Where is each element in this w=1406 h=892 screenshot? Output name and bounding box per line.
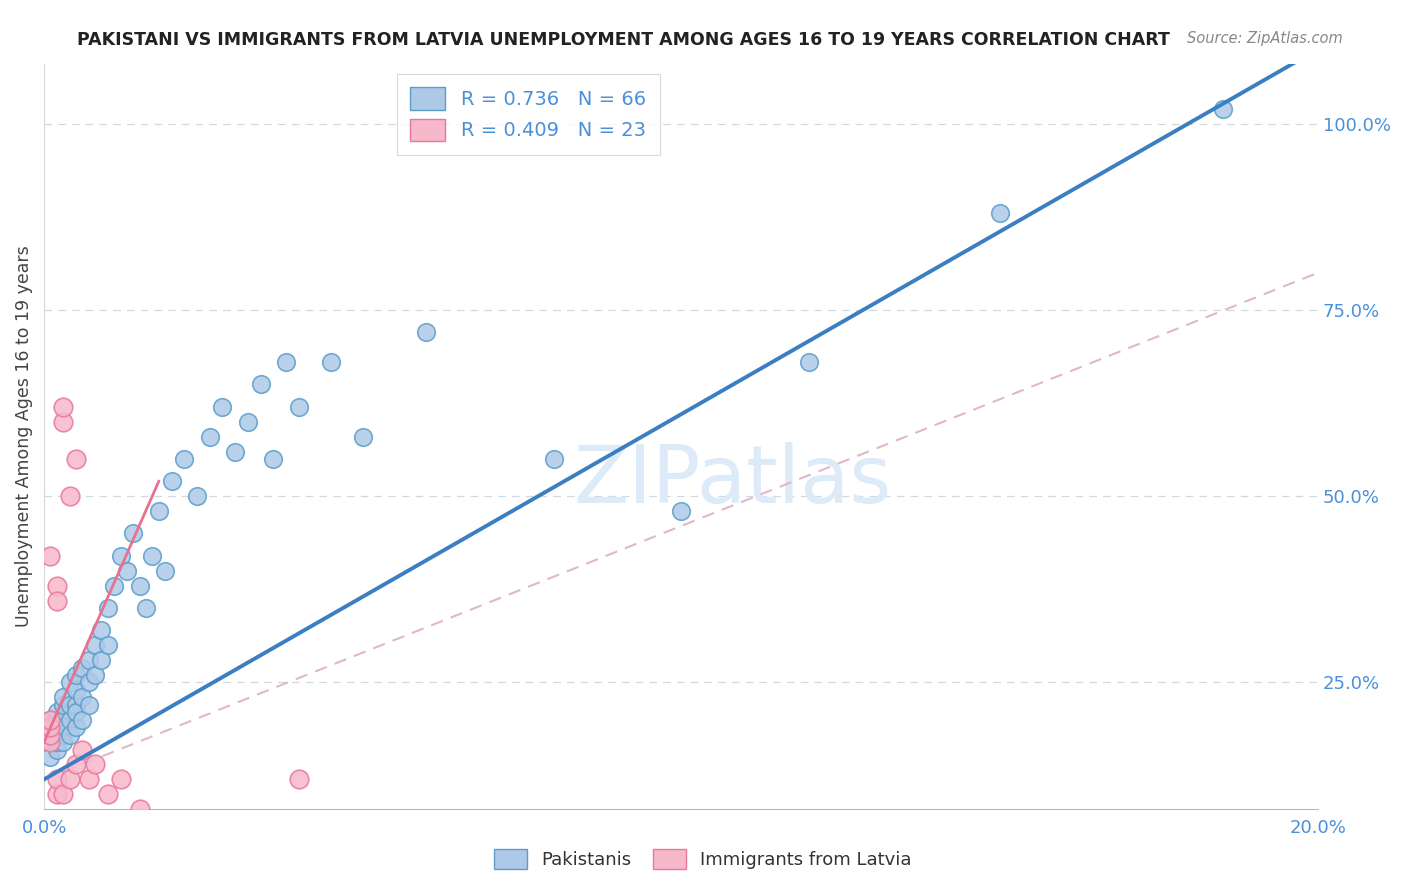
Point xyxy=(39,750,62,764)
Point xyxy=(110,772,132,787)
Point xyxy=(669,504,692,518)
Point xyxy=(115,564,138,578)
Point xyxy=(135,601,157,615)
Legend: Pakistanis, Immigrants from Latvia: Pakistanis, Immigrants from Latvia xyxy=(485,839,921,879)
Point xyxy=(97,638,120,652)
Point xyxy=(45,772,67,787)
Point xyxy=(65,720,87,734)
Point xyxy=(211,400,233,414)
Point xyxy=(160,475,183,489)
Text: Source: ZipAtlas.com: Source: ZipAtlas.com xyxy=(1187,31,1343,46)
Point xyxy=(39,728,62,742)
Point xyxy=(72,660,94,674)
Point xyxy=(45,706,67,720)
Point xyxy=(988,206,1011,220)
Point xyxy=(97,787,120,801)
Point xyxy=(39,720,62,734)
Point xyxy=(77,675,100,690)
Point xyxy=(77,698,100,712)
Point xyxy=(72,713,94,727)
Point xyxy=(52,713,75,727)
Point xyxy=(58,713,80,727)
Point xyxy=(45,787,67,801)
Point xyxy=(148,504,170,518)
Point xyxy=(45,713,67,727)
Point xyxy=(52,698,75,712)
Point xyxy=(77,772,100,787)
Point xyxy=(173,452,195,467)
Legend: R = 0.736   N = 66, R = 0.409   N = 23: R = 0.736 N = 66, R = 0.409 N = 23 xyxy=(396,74,659,154)
Point xyxy=(97,601,120,615)
Point xyxy=(1212,102,1234,116)
Point xyxy=(65,668,87,682)
Point xyxy=(72,742,94,756)
Point xyxy=(72,690,94,705)
Point xyxy=(45,593,67,607)
Point xyxy=(797,355,820,369)
Point xyxy=(39,713,62,727)
Point xyxy=(45,720,67,734)
Point xyxy=(84,668,107,682)
Point xyxy=(39,720,62,734)
Point xyxy=(45,742,67,756)
Point xyxy=(65,698,87,712)
Point xyxy=(45,728,67,742)
Point xyxy=(90,653,112,667)
Point xyxy=(52,735,75,749)
Point xyxy=(262,452,284,467)
Text: PAKISTANI VS IMMIGRANTS FROM LATVIA UNEMPLOYMENT AMONG AGES 16 TO 19 YEARS CORRE: PAKISTANI VS IMMIGRANTS FROM LATVIA UNEM… xyxy=(77,31,1170,49)
Text: ZIPatlas: ZIPatlas xyxy=(574,442,891,520)
Point xyxy=(39,549,62,563)
Point xyxy=(39,735,62,749)
Point xyxy=(65,452,87,467)
Point xyxy=(58,489,80,503)
Point xyxy=(45,735,67,749)
Point xyxy=(52,728,75,742)
Point xyxy=(52,787,75,801)
Point xyxy=(52,720,75,734)
Point xyxy=(122,526,145,541)
Point xyxy=(141,549,163,563)
Point xyxy=(198,429,221,443)
Point xyxy=(84,638,107,652)
Point xyxy=(52,690,75,705)
Point xyxy=(103,579,125,593)
Point xyxy=(224,444,246,458)
Point xyxy=(52,415,75,429)
Point xyxy=(543,452,565,467)
Point xyxy=(153,564,176,578)
Point xyxy=(319,355,342,369)
Point xyxy=(352,429,374,443)
Point xyxy=(110,549,132,563)
Y-axis label: Unemployment Among Ages 16 to 19 years: Unemployment Among Ages 16 to 19 years xyxy=(15,245,32,627)
Point xyxy=(58,728,80,742)
Point xyxy=(415,326,437,340)
Point xyxy=(39,735,62,749)
Point xyxy=(52,400,75,414)
Point xyxy=(58,772,80,787)
Point xyxy=(186,489,208,503)
Point xyxy=(65,706,87,720)
Point xyxy=(128,802,150,816)
Point xyxy=(39,728,62,742)
Point xyxy=(128,579,150,593)
Point xyxy=(249,377,271,392)
Point xyxy=(288,772,311,787)
Point xyxy=(288,400,311,414)
Point xyxy=(65,757,87,772)
Point xyxy=(45,579,67,593)
Point xyxy=(276,355,298,369)
Point xyxy=(90,624,112,638)
Point xyxy=(236,415,259,429)
Point xyxy=(58,675,80,690)
Point xyxy=(39,713,62,727)
Point xyxy=(77,653,100,667)
Point xyxy=(65,682,87,697)
Point xyxy=(58,698,80,712)
Point xyxy=(84,757,107,772)
